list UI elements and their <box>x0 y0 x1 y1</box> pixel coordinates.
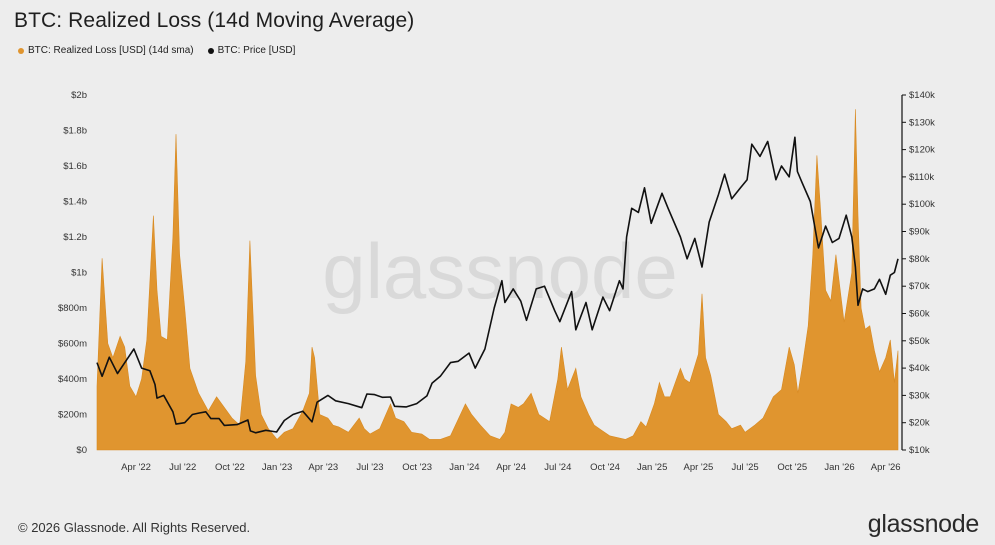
y-right-tick-label: $130k <box>909 117 935 128</box>
realized-loss-area <box>96 109 899 451</box>
chart-title: BTC: Realized Loss (14d Moving Average) <box>14 9 415 32</box>
x-tick-label: Jan '24 <box>449 462 479 473</box>
x-tick-label: Jan '26 <box>824 462 854 473</box>
axes-layer: $0 $200m $400m $600m $800m $1b $1.2b $1.4b $1.6b… <box>58 90 935 473</box>
x-tick-label: Oct '24 <box>590 462 620 473</box>
x-tick-label: Oct '23 <box>402 462 432 473</box>
y-left-tick-label: $0 <box>76 445 87 456</box>
y-right-tick-label: $60k <box>909 309 930 320</box>
y-right-tick-label: $90k <box>909 227 930 238</box>
watermark-layer: glassnode <box>322 227 678 315</box>
x-tick-label: Jan '23 <box>262 462 292 473</box>
copyright-text: © 2026 Glassnode. All Rights Reserved. <box>18 520 251 535</box>
x-tick-label: Jul '24 <box>544 462 571 473</box>
legend-item-price[interactable]: BTC: Price [USD] <box>207 45 296 56</box>
y-left-tick-label: $400m <box>58 374 87 385</box>
y-left-tick-label: $1.2b <box>63 232 87 243</box>
y-right-tick-label: $20k <box>909 418 930 429</box>
x-tick-label: Jul '22 <box>169 462 196 473</box>
y-right-tick-label: $10k <box>909 445 930 456</box>
y-left-tick-label: $1.6b <box>63 161 87 172</box>
x-tick-label: Jul '25 <box>732 462 759 473</box>
y-right-tick-label: $140k <box>909 90 935 101</box>
x-tick-label: Apr '22 <box>121 462 151 473</box>
legend-swatch-price <box>207 47 214 54</box>
x-tick-label: Apr '24 <box>496 462 526 473</box>
x-tick-label: Apr '23 <box>308 462 338 473</box>
x-tick-label: Oct '22 <box>215 462 245 473</box>
y-right-tick-label: $50k <box>909 336 930 347</box>
x-tick-label: Apr '26 <box>871 462 901 473</box>
y-right-tick-label: $40k <box>909 363 930 374</box>
legend-item-realized-loss[interactable]: BTC: Realized Loss [USD] (14d sma) <box>18 45 194 56</box>
y-left-tick-label: $2b <box>71 90 87 101</box>
x-tick-label: Jul '23 <box>356 462 383 473</box>
x-tick-label: Jan '25 <box>637 462 667 473</box>
price-layer <box>96 136 899 434</box>
y-left-tick-label: $600m <box>58 339 87 350</box>
chart-legend: BTC: Realized Loss [USD] (14d sma) BTC: … <box>18 45 295 56</box>
y-left-tick-label: $1.4b <box>63 197 87 208</box>
y-left-tick-label: $1b <box>71 268 87 279</box>
y-left-tick-label: $200m <box>58 410 87 421</box>
y-left-tick-label: $800m <box>58 303 87 314</box>
y-right-tick-label: $30k <box>909 390 930 401</box>
y-right-tick-label: $80k <box>909 254 930 265</box>
glassnode-logo[interactable]: glassnode <box>867 510 980 538</box>
y-right-tick-label: $110k <box>909 172 934 183</box>
price-line <box>96 136 899 434</box>
y-left-tick-label: $1.8b <box>63 126 87 137</box>
watermark-text: glassnode <box>322 227 678 315</box>
legend-label-price: BTC: Price [USD] <box>217 45 296 56</box>
y-right-tick-label: $120k <box>909 145 935 156</box>
legend-swatch-realized-loss <box>18 47 24 54</box>
realized-loss-layer <box>96 109 899 451</box>
y-right-tick-label: $70k <box>909 281 930 292</box>
legend-label-realized-loss: BTC: Realized Loss [USD] (14d sma) <box>28 45 194 56</box>
y-right-tick-label: $100k <box>909 199 935 210</box>
x-tick-label: Apr '25 <box>683 462 713 473</box>
x-tick-label: Oct '25 <box>777 462 807 473</box>
